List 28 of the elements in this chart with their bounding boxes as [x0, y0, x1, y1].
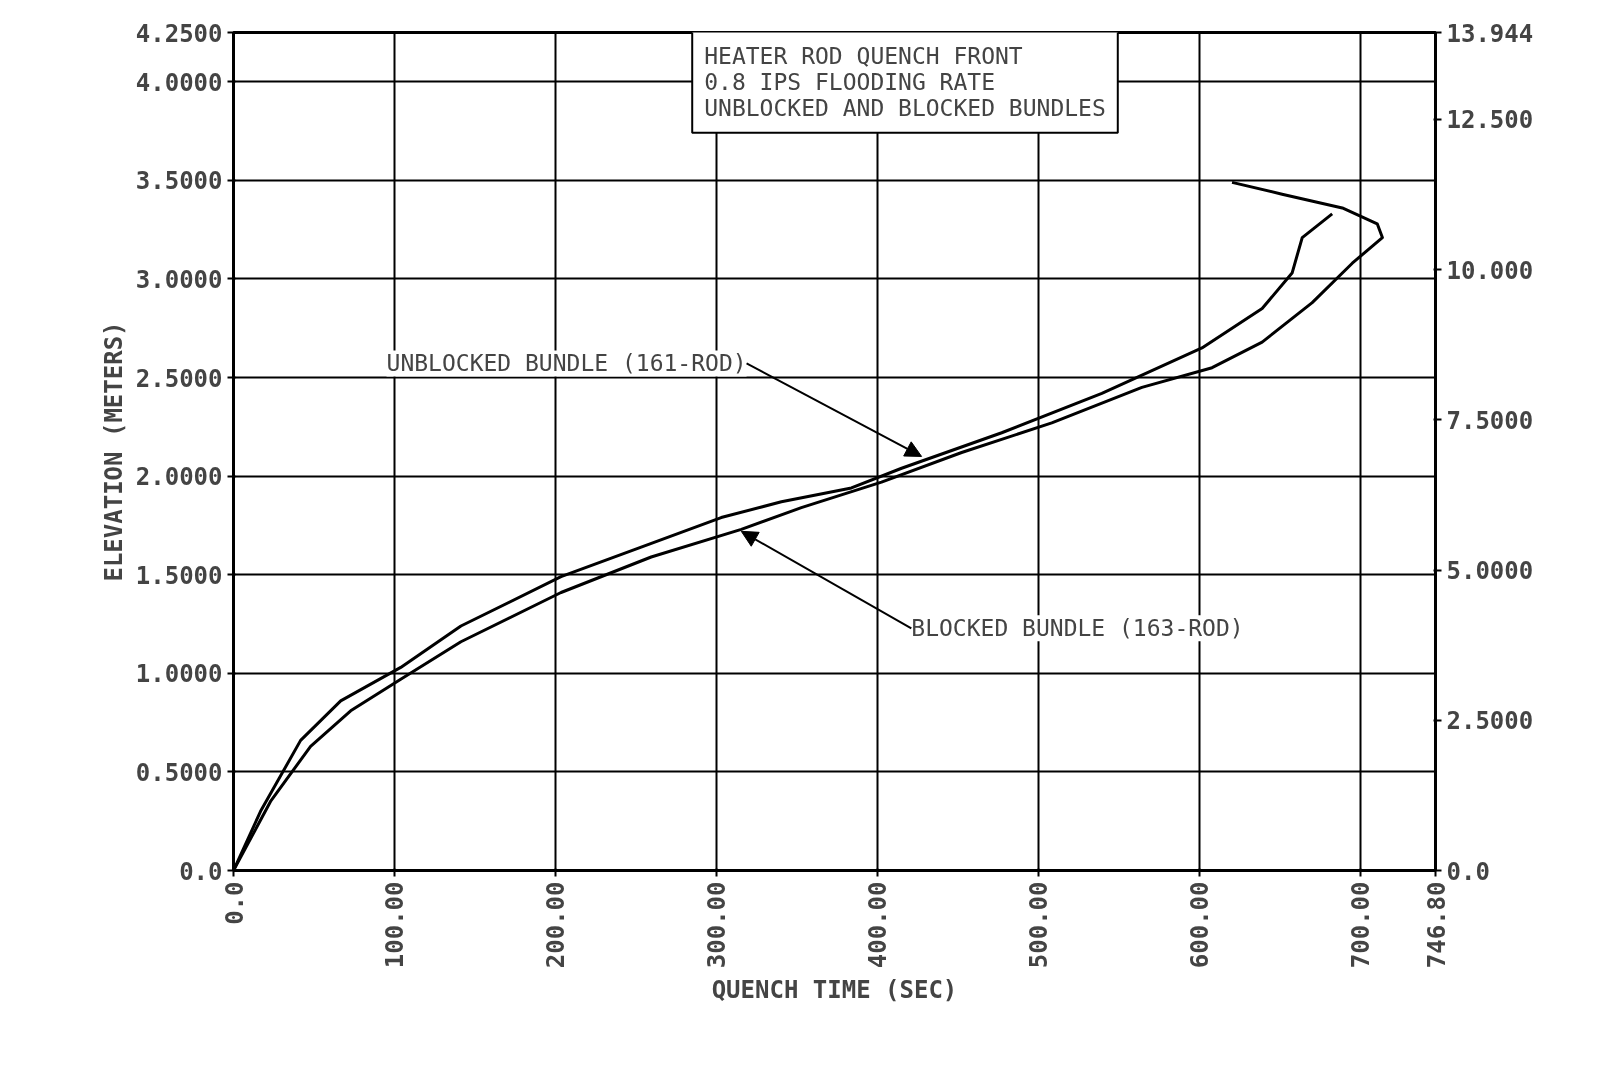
y2-tick-label: 13.944 [1446, 19, 1534, 48]
y2-tick-label: 12.500 [1446, 106, 1534, 135]
y-tick-label: 3.0000 [135, 265, 223, 294]
x-axis-title: QUENCH TIME (SEC) [711, 976, 958, 1005]
text: HEATER ROD QUENCH FRONT 0.8 IPS FLOODING RATE UNBLOCKED AND BLOCKED BUNDLES [704, 42, 1106, 121]
x-tick-label: 600.00 [1186, 881, 1215, 969]
y-tick-label: 4.0000 [135, 68, 223, 97]
x-tick-label: 200.00 [542, 881, 571, 969]
y-tick-label: 3.5000 [135, 167, 223, 196]
y-axis-title: ELEVATION (METERS) [99, 321, 128, 582]
y-tick-label: 1.5000 [135, 561, 223, 590]
y-tick-label: 2.5000 [135, 364, 223, 393]
y-tick-label: 0.5000 [135, 758, 223, 787]
x-tick-label: 300.00 [703, 881, 732, 969]
y-tick-label: 0.0 [179, 857, 223, 886]
y2-tick-label: 2.5000 [1446, 707, 1534, 736]
y-tick-label: 2.0000 [135, 463, 223, 492]
annotation: BLOCKED BUNDLE (163-ROD) [911, 615, 1244, 642]
annotation: UNBLOCKED BUNDLE (161-ROD) [386, 350, 747, 377]
x-tick-label: 700.00 [1347, 881, 1376, 969]
y-tick-label: 4.2500 [135, 19, 223, 48]
x-tick-label: 400.00 [864, 881, 893, 969]
x-tick-label: 500.00 [1025, 881, 1054, 969]
y2-tick-label: 7.5000 [1446, 406, 1534, 435]
y2-tick-label: 5.0000 [1446, 557, 1534, 586]
y2-tick-label: 10.000 [1446, 256, 1534, 285]
x-tick-label: 100.00 [381, 881, 410, 969]
y-tick-label: 1.0000 [135, 660, 223, 689]
